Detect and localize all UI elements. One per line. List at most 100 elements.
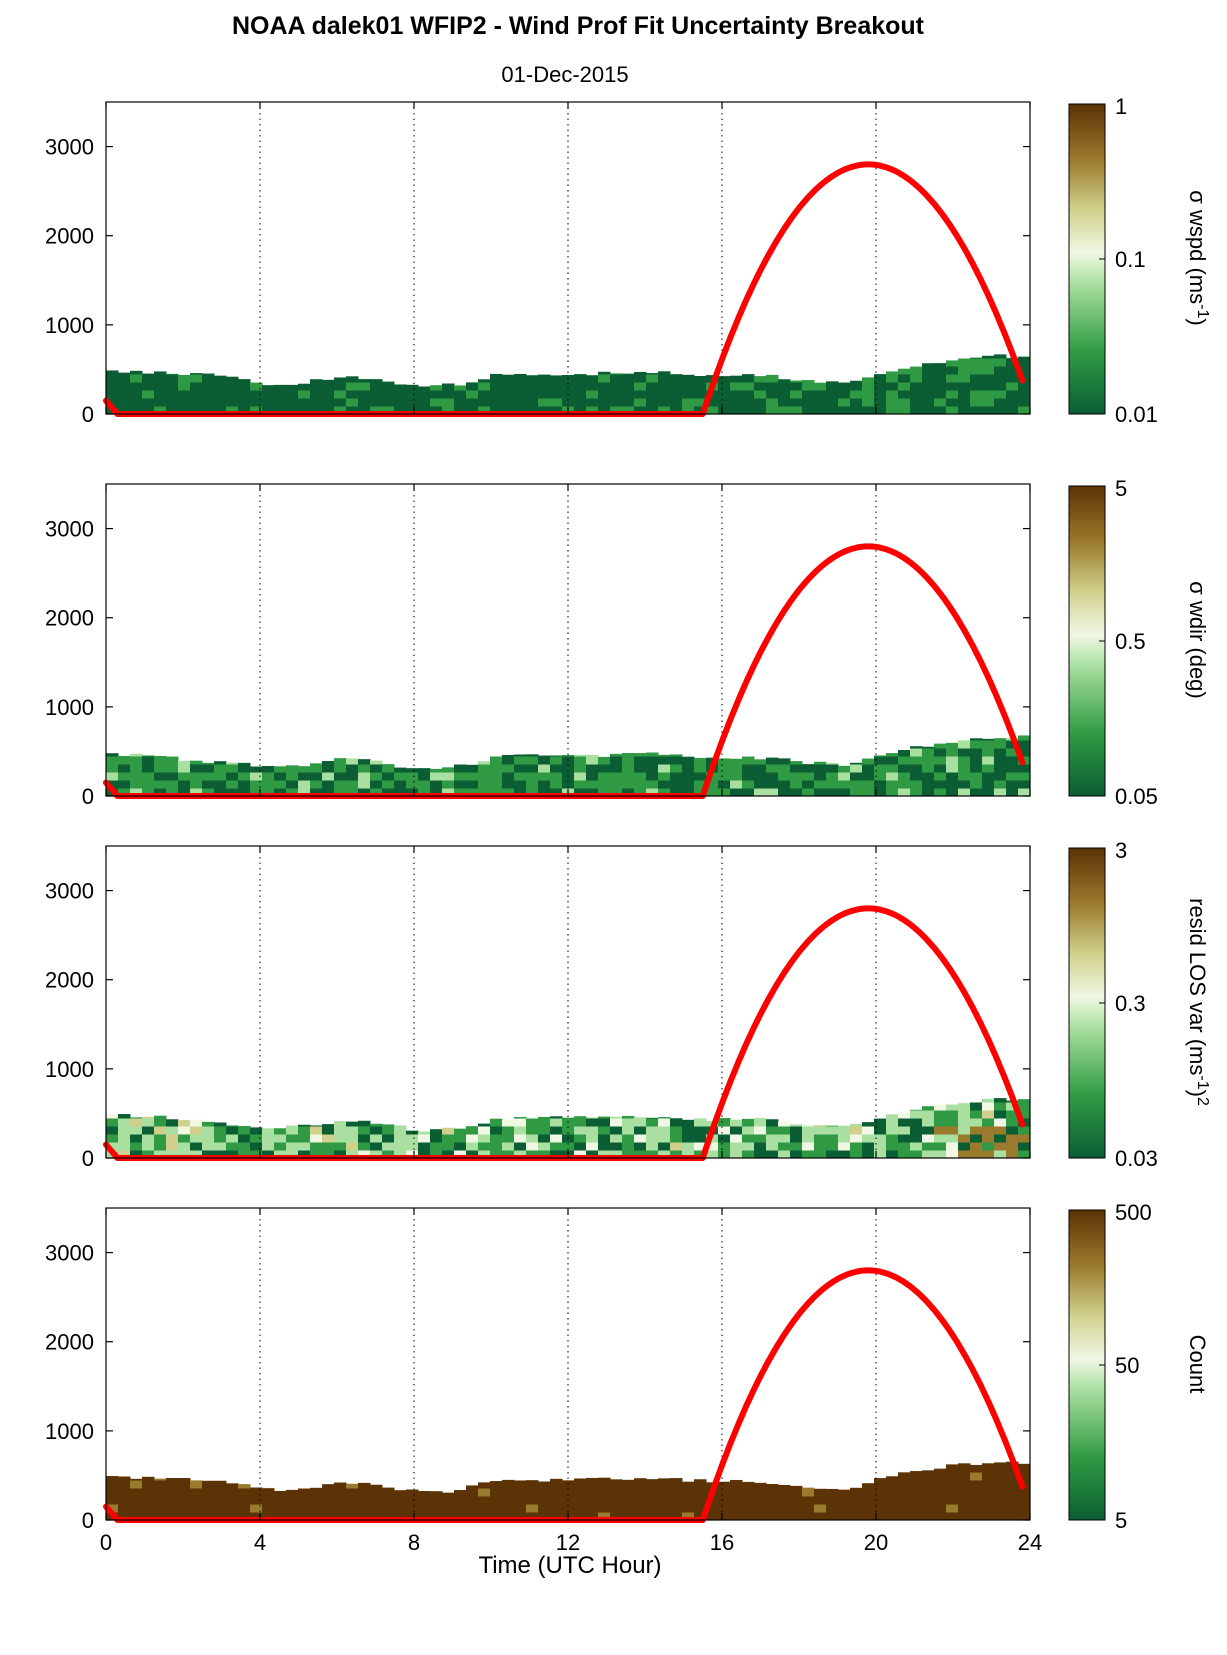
heatmap-cell [682, 788, 695, 797]
heatmap-cell [298, 383, 311, 391]
heatmap-cell [706, 1150, 719, 1159]
heatmap-cell [982, 1464, 995, 1473]
heatmap-cell [802, 1496, 815, 1505]
heatmap-cell [106, 764, 119, 773]
heatmap-cell [454, 1504, 467, 1513]
heatmap-cell [442, 1150, 455, 1159]
heatmap-cell [142, 1488, 155, 1497]
heatmap-cell [190, 780, 203, 789]
heatmap-cell [766, 398, 779, 407]
heatmap-cell [814, 761, 827, 765]
heatmap-cell [538, 764, 551, 773]
heatmap-cell [406, 1130, 419, 1135]
heatmap-cell [202, 382, 215, 391]
heatmap-cell [406, 772, 419, 781]
heatmap-cell [418, 768, 431, 773]
heatmap-cell [346, 788, 359, 797]
heatmap-cell [370, 406, 383, 415]
heatmap-cell [862, 764, 875, 773]
heatmap-cell [958, 780, 971, 789]
heatmap-cell [1006, 366, 1019, 375]
heatmap-cell [958, 398, 971, 407]
heatmap-cell [214, 1504, 227, 1513]
heatmap-cell [394, 1504, 407, 1513]
heatmap-cell [346, 764, 359, 773]
heatmap-cell [754, 788, 767, 797]
heatmap-cell [862, 788, 875, 797]
heatmap-cell [454, 772, 467, 781]
heatmap-cell [562, 754, 575, 757]
heatmap-cell [346, 1496, 359, 1505]
heatmap-cell [490, 1504, 503, 1513]
heatmap-cell [754, 780, 767, 789]
heatmap-cell [562, 1488, 575, 1497]
heatmap-cell [262, 780, 275, 789]
heatmap-cell [466, 1485, 479, 1489]
heatmap-cell [382, 390, 395, 399]
heatmap-cell [274, 1134, 287, 1143]
heatmap-cell [910, 756, 923, 765]
heatmap-cell [106, 370, 119, 375]
heatmap-cell [430, 398, 443, 407]
heatmap-cell [418, 386, 431, 391]
heatmap-cell [550, 1142, 563, 1151]
heatmap-cell [1018, 1099, 1031, 1103]
heatmap-cell [910, 772, 923, 781]
heatmap-cell [946, 1496, 959, 1505]
heatmap-cell [274, 390, 287, 399]
heatmap-cell [970, 1150, 983, 1159]
heatmap-cell [634, 1480, 647, 1489]
heatmap-cell [238, 1150, 251, 1159]
heatmap-cell [154, 788, 167, 797]
heatmap-cell [478, 1488, 491, 1497]
heatmap-cell [694, 1142, 707, 1151]
heatmap-cell [406, 1512, 419, 1521]
heatmap-cell [982, 1098, 995, 1103]
heatmap-cell [106, 780, 119, 789]
heatmap-cell [454, 390, 467, 399]
heatmap-cell [934, 1480, 947, 1489]
heatmap-cell [526, 1480, 539, 1489]
heatmap-cell [658, 1478, 671, 1481]
heatmap-cell [490, 1150, 503, 1159]
heatmap-cell [142, 374, 155, 383]
heatmap-cell [850, 764, 863, 773]
heatmap-cell [754, 1126, 767, 1135]
heatmap-cell [586, 398, 599, 407]
heatmap-cell [790, 1504, 803, 1513]
heatmap-cell [406, 1496, 419, 1505]
heatmap-cell [754, 390, 767, 399]
heatmap-cell [910, 1118, 923, 1127]
heatmap-cell [694, 1480, 707, 1489]
heatmap-cell [766, 1150, 779, 1159]
heatmap-cell [910, 1126, 923, 1135]
heatmap-cell [1006, 1488, 1019, 1497]
heatmap-cell [202, 1504, 215, 1513]
heatmap-cell [226, 1150, 239, 1159]
heatmap-cell [178, 1496, 191, 1505]
heatmap-cell [874, 1512, 887, 1521]
heatmap-cell [970, 406, 983, 415]
heatmap-cell [250, 1127, 263, 1135]
heatmap-cell [370, 1123, 383, 1127]
heatmap-cell [646, 764, 659, 773]
heatmap-cell [502, 1134, 515, 1143]
heatmap-cell [970, 1464, 983, 1473]
heatmap-cell [634, 1504, 647, 1513]
heatmap-cell [1006, 390, 1019, 399]
heatmap-cell [1006, 756, 1019, 765]
heatmap-cell [430, 772, 443, 781]
heatmap-cell [766, 1504, 779, 1513]
heatmap-cell [682, 764, 695, 773]
heatmap-cell [370, 379, 383, 383]
heatmap-cell [790, 382, 803, 391]
heatmap-cell [994, 780, 1007, 789]
heatmap-cell [586, 772, 599, 781]
y-tick-label: 0 [82, 402, 94, 427]
heatmap-cell [226, 1512, 239, 1521]
heatmap-cell [958, 740, 971, 749]
heatmap-cell [610, 1116, 623, 1119]
heatmap-cell [310, 1150, 323, 1159]
heatmap-cell [778, 382, 791, 391]
